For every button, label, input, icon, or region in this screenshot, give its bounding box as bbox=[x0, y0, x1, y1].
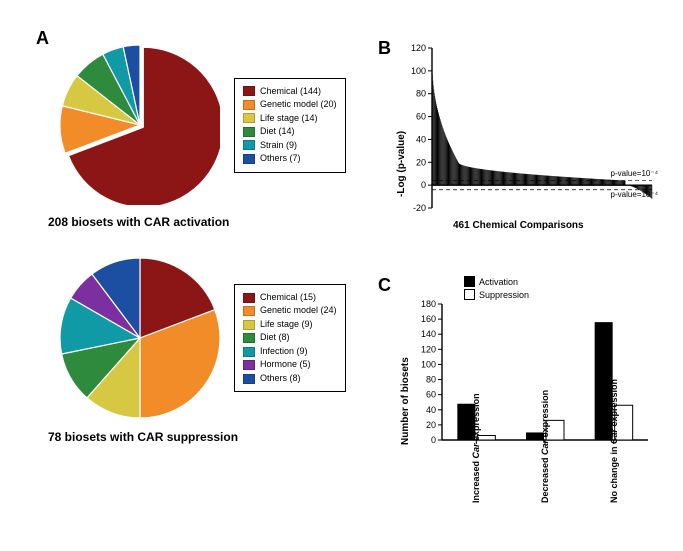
legend-row: Genetic model (24) bbox=[243, 304, 337, 318]
svg-text:120: 120 bbox=[411, 43, 426, 53]
svg-text:180: 180 bbox=[421, 299, 436, 309]
svg-text:120: 120 bbox=[421, 344, 436, 354]
legend-label: Strain (9) bbox=[260, 139, 297, 153]
panel-c-legend-label: Activation bbox=[479, 277, 518, 287]
legend-label: Genetic model (24) bbox=[260, 304, 337, 318]
panel-c-category-label: No change in Car expression bbox=[606, 490, 622, 500]
svg-text:20: 20 bbox=[416, 157, 426, 167]
panel-c-legend-swatch bbox=[464, 289, 475, 300]
svg-text:0: 0 bbox=[431, 435, 436, 445]
legend-swatch bbox=[243, 154, 255, 164]
panel-b-ylabel: -Log (p-value) bbox=[396, 131, 407, 197]
figure-root: A B C Chemical (144)Genetic model (20)Li… bbox=[0, 0, 683, 551]
legend-label: Diet (14) bbox=[260, 125, 295, 139]
legend-row: Life stage (9) bbox=[243, 318, 337, 332]
svg-text:140: 140 bbox=[421, 329, 436, 339]
panel-c-legend-swatch bbox=[464, 276, 475, 287]
svg-text:80: 80 bbox=[416, 89, 426, 99]
legend-label: Others (8) bbox=[260, 372, 301, 386]
svg-text:20: 20 bbox=[426, 420, 436, 430]
pie-a-bottom-caption: 78 biosets with CAR suppression bbox=[48, 430, 238, 444]
panel-c-legend-label: Suppression bbox=[479, 290, 529, 300]
panel-c-category-label: Decreased Car expression bbox=[537, 490, 553, 500]
svg-text:40: 40 bbox=[426, 405, 436, 415]
pie-a-bottom: Chemical (15)Genetic model (24)Life stag… bbox=[60, 258, 346, 418]
panel-label-b: B bbox=[378, 38, 391, 59]
legend-label: Infection (9) bbox=[260, 345, 308, 359]
pie-a-bottom-svg bbox=[60, 258, 220, 418]
panel-b-pval-bot: p-value=10⁻⁴ bbox=[611, 190, 658, 199]
legend-swatch bbox=[243, 127, 255, 137]
legend-swatch bbox=[243, 113, 255, 123]
panel-b-chart: -20 0 20 40 60 80 100 120 -Log (p-value) 461 Ch… bbox=[398, 42, 658, 232]
legend-row: Others (8) bbox=[243, 372, 337, 386]
legend-row: Diet (8) bbox=[243, 331, 337, 345]
legend-swatch bbox=[243, 320, 255, 330]
svg-text:40: 40 bbox=[416, 134, 426, 144]
svg-text:160: 160 bbox=[421, 314, 436, 324]
legend-label: Others (7) bbox=[260, 152, 301, 166]
svg-text:-20: -20 bbox=[413, 203, 426, 213]
legend-swatch bbox=[243, 86, 255, 96]
legend-swatch bbox=[243, 347, 255, 357]
legend-swatch bbox=[243, 100, 255, 110]
pie-a-top: Chemical (144)Genetic model (20)Life sta… bbox=[60, 45, 346, 205]
pie-a-bottom-legend: Chemical (15)Genetic model (24)Life stag… bbox=[234, 284, 346, 393]
legend-label: Chemical (144) bbox=[260, 85, 321, 99]
pie-a-top-caption: 208 biosets with CAR activation bbox=[48, 215, 229, 229]
legend-swatch bbox=[243, 374, 255, 384]
panel-c-legend-row: Activation bbox=[464, 276, 529, 287]
legend-row: Chemical (15) bbox=[243, 291, 337, 305]
svg-text:100: 100 bbox=[411, 66, 426, 76]
panel-b-pval-top: p-value=10⁻⁴ bbox=[611, 169, 658, 178]
legend-label: Life stage (14) bbox=[260, 112, 318, 126]
legend-row: Hormone (5) bbox=[243, 358, 337, 372]
panel-c-chart: 0 20 40 60 80 100 120 140 160 180 Number of biose… bbox=[398, 280, 658, 530]
legend-swatch bbox=[243, 140, 255, 150]
legend-swatch bbox=[243, 306, 255, 316]
panel-c-legend-row: Suppression bbox=[464, 289, 529, 300]
legend-row: Infection (9) bbox=[243, 345, 337, 359]
legend-swatch bbox=[243, 293, 255, 303]
legend-swatch bbox=[243, 360, 255, 370]
legend-label: Genetic model (20) bbox=[260, 98, 337, 112]
pie-a-top-legend: Chemical (144)Genetic model (20)Life sta… bbox=[234, 78, 346, 173]
svg-text:60: 60 bbox=[426, 390, 436, 400]
legend-label: Diet (8) bbox=[260, 331, 290, 345]
legend-row: Genetic model (20) bbox=[243, 98, 337, 112]
legend-swatch bbox=[243, 333, 255, 343]
pie-a-top-svg bbox=[60, 45, 220, 205]
legend-row: Diet (14) bbox=[243, 125, 337, 139]
legend-row: Life stage (14) bbox=[243, 112, 337, 126]
svg-text:60: 60 bbox=[416, 112, 426, 122]
legend-label: Chemical (15) bbox=[260, 291, 316, 305]
legend-row: Others (7) bbox=[243, 152, 337, 166]
panel-c-category-label: Increased Car expression bbox=[468, 490, 484, 500]
panel-label-a: A bbox=[36, 28, 49, 49]
panel-b-xlabel: 461 Chemical Comparisons bbox=[453, 220, 584, 231]
legend-row: Chemical (144) bbox=[243, 85, 337, 99]
svg-text:100: 100 bbox=[421, 359, 436, 369]
legend-label: Hormone (5) bbox=[260, 358, 311, 372]
panel-c-ylabel: Number of biosets bbox=[400, 357, 411, 445]
panel-label-c: C bbox=[378, 275, 391, 296]
panel-b-svg: -20 0 20 40 60 80 100 120 bbox=[398, 42, 658, 232]
svg-text:0: 0 bbox=[421, 180, 426, 190]
legend-label: Life stage (9) bbox=[260, 318, 313, 332]
legend-row: Strain (9) bbox=[243, 139, 337, 153]
svg-text:80: 80 bbox=[426, 375, 436, 385]
panel-c-legend: Activation Suppression bbox=[464, 276, 529, 302]
